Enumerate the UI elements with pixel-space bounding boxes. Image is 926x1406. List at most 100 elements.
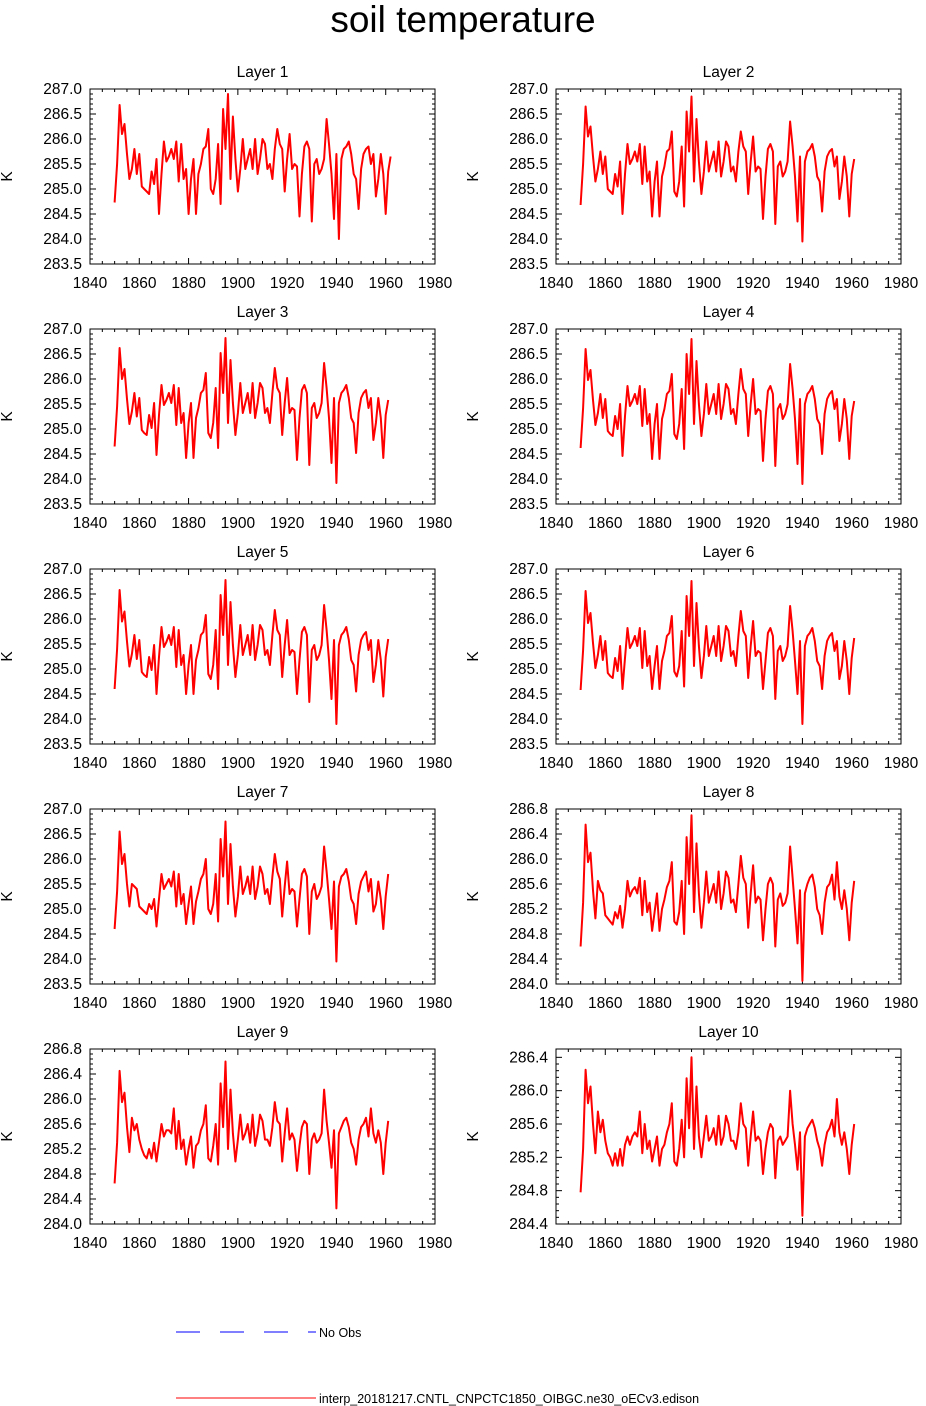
x-tick-label: 1920 bbox=[270, 995, 305, 1012]
x-tick-label: 1880 bbox=[171, 515, 206, 532]
y-tick-label: 284.0 bbox=[509, 231, 548, 248]
y-tick-label: 287.0 bbox=[509, 321, 548, 338]
y-tick-label: 284.0 bbox=[43, 1216, 82, 1233]
y-tick-label: 284.0 bbox=[509, 711, 548, 728]
x-tick-label: 1980 bbox=[884, 275, 919, 292]
panel-title: Layer 2 bbox=[703, 64, 755, 81]
y-tick-label: 285.6 bbox=[509, 1116, 548, 1133]
x-tick-label: 1960 bbox=[834, 995, 869, 1012]
x-tick-label: 1980 bbox=[884, 995, 919, 1012]
legend-label-model: interp_20181217.CNTL_CNPCTC1850_OIBGC.ne… bbox=[319, 1392, 699, 1406]
x-tick-label: 1840 bbox=[73, 515, 108, 532]
y-tick-label: 286.5 bbox=[43, 826, 82, 843]
y-axis-label: K bbox=[465, 891, 482, 902]
y-tick-label: 284.0 bbox=[509, 471, 548, 488]
panel-layer-7: Layer 7 1840 1860 1880 1900 1920 1940 1960 1980 2… bbox=[0, 784, 453, 1012]
plot-frame bbox=[89, 808, 436, 985]
panel-title: Layer 7 bbox=[237, 784, 289, 801]
x-tick-label: 1880 bbox=[171, 995, 206, 1012]
y-tick-label: 284.0 bbox=[43, 231, 82, 248]
x-tick-label: 1900 bbox=[221, 515, 256, 532]
y-tick-label: 285.5 bbox=[43, 396, 82, 413]
x-tick-label: 1860 bbox=[122, 755, 157, 772]
x-tick-label: 1900 bbox=[221, 755, 256, 772]
x-tick-label: 1920 bbox=[736, 515, 771, 532]
x-tick-label: 1840 bbox=[73, 995, 108, 1012]
y-axis-label: K bbox=[0, 891, 16, 902]
x-tick-label: 1980 bbox=[418, 995, 453, 1012]
series-line bbox=[579, 814, 856, 982]
x-tick-label: 1840 bbox=[73, 755, 108, 772]
y-tick-label: 286.0 bbox=[43, 1091, 82, 1108]
y-tick-label: 286.0 bbox=[509, 131, 548, 148]
x-tick-label: 1880 bbox=[637, 515, 672, 532]
panel-title: Layer 1 bbox=[237, 64, 289, 81]
y-tick-label: 285.5 bbox=[509, 156, 548, 173]
y-tick-label: 284.5 bbox=[43, 206, 82, 223]
y-tick-label: 286.0 bbox=[509, 851, 548, 868]
series-line bbox=[113, 579, 390, 725]
y-tick-label: 283.5 bbox=[509, 496, 548, 513]
x-tick-label: 1960 bbox=[368, 1235, 403, 1252]
x-tick-label: 1960 bbox=[368, 515, 403, 532]
x-tick-label: 1900 bbox=[221, 995, 256, 1012]
x-tick-label: 1840 bbox=[539, 515, 574, 532]
y-tick-label: 283.5 bbox=[43, 736, 82, 753]
y-tick-label: 285.2 bbox=[509, 901, 548, 918]
x-tick-label: 1980 bbox=[884, 515, 919, 532]
y-tick-label: 286.0 bbox=[509, 1083, 548, 1100]
x-tick-label: 1960 bbox=[368, 995, 403, 1012]
x-tick-label: 1920 bbox=[736, 995, 771, 1012]
y-tick-label: 286.4 bbox=[509, 1049, 548, 1066]
x-tick-label: 1920 bbox=[270, 1235, 305, 1252]
y-tick-label: 285.5 bbox=[43, 636, 82, 653]
x-tick-label: 1940 bbox=[319, 755, 354, 772]
y-tick-label: 284.5 bbox=[509, 446, 548, 463]
panel-title: Layer 10 bbox=[698, 1024, 759, 1041]
panel-layer-5: Layer 5 1840 1860 1880 1900 1920 1940 1960 1980 2… bbox=[0, 544, 453, 772]
x-tick-label: 1940 bbox=[785, 1235, 820, 1252]
x-tick-label: 1840 bbox=[539, 755, 574, 772]
series-line bbox=[579, 338, 856, 485]
y-tick-label: 285.6 bbox=[43, 1116, 82, 1133]
y-tick-label: 285.0 bbox=[43, 181, 82, 198]
x-tick-label: 1940 bbox=[785, 755, 820, 772]
plot-frame bbox=[89, 1048, 436, 1225]
y-tick-label: 284.8 bbox=[43, 1166, 82, 1183]
x-tick-label: 1860 bbox=[122, 995, 157, 1012]
x-tick-label: 1840 bbox=[539, 995, 574, 1012]
panel-title: Layer 4 bbox=[703, 304, 755, 321]
panel-title: Layer 3 bbox=[237, 304, 289, 321]
panel-layer-2: Layer 2 1840 1860 1880 1900 1920 1940 1960 1980 2… bbox=[465, 64, 919, 292]
x-tick-label: 1940 bbox=[319, 275, 354, 292]
y-tick-label: 286.0 bbox=[509, 371, 548, 388]
x-tick-label: 1980 bbox=[418, 755, 453, 772]
x-tick-label: 1980 bbox=[418, 275, 453, 292]
y-axis-label: K bbox=[0, 651, 16, 662]
plot-frame bbox=[89, 328, 436, 505]
series-line bbox=[113, 337, 390, 484]
x-tick-label: 1960 bbox=[368, 755, 403, 772]
legend: No Obs interp_20181217.CNTL_CNPCTC1850_OI… bbox=[176, 1326, 699, 1406]
x-tick-label: 1980 bbox=[884, 1235, 919, 1252]
x-tick-label: 1940 bbox=[785, 275, 820, 292]
panel-title: Layer 9 bbox=[237, 1024, 289, 1041]
y-tick-label: 283.5 bbox=[43, 976, 82, 993]
y-tick-label: 284.8 bbox=[509, 926, 548, 943]
y-tick-label: 284.4 bbox=[43, 1191, 82, 1208]
y-tick-label: 285.0 bbox=[43, 421, 82, 438]
x-tick-label: 1960 bbox=[834, 515, 869, 532]
y-tick-label: 286.0 bbox=[509, 611, 548, 628]
y-tick-label: 285.5 bbox=[509, 396, 548, 413]
x-tick-label: 1880 bbox=[637, 1235, 672, 1252]
x-tick-label: 1920 bbox=[270, 755, 305, 772]
y-tick-label: 285.2 bbox=[509, 1149, 548, 1166]
y-tick-label: 284.5 bbox=[43, 446, 82, 463]
y-tick-label: 284.4 bbox=[509, 1216, 548, 1233]
x-tick-label: 1920 bbox=[270, 275, 305, 292]
y-tick-label: 284.4 bbox=[509, 951, 548, 968]
y-axis-label: K bbox=[465, 411, 482, 422]
y-tick-label: 285.0 bbox=[509, 661, 548, 678]
y-axis-label: K bbox=[465, 1131, 482, 1142]
series-line bbox=[579, 95, 856, 243]
